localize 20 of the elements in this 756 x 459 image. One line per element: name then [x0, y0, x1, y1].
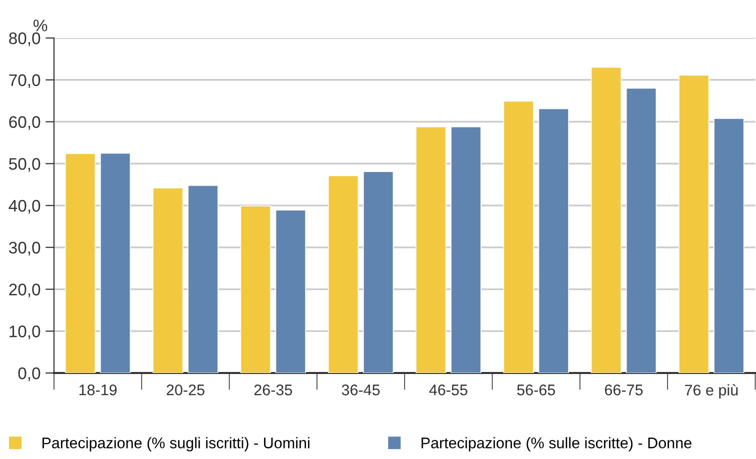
y-tick-label: 10,0	[10, 326, 40, 340]
y-axis-title: %	[34, 20, 48, 32]
legend-label: Partecipazione (% sulle iscritte) - Donne	[422, 437, 692, 452]
x-tick-label: 18-19	[79, 384, 117, 396]
x-tick-label: 46-55	[429, 384, 468, 396]
x-tick-label: 20-25	[166, 384, 204, 396]
y-tick-label: 0,0	[18, 367, 40, 382]
y-tick-label: 60,0	[9, 116, 40, 130]
x-tick-label: 26-35	[254, 384, 292, 396]
x-tick-label: 66-75	[605, 384, 643, 396]
x-tick-label: 56-65	[517, 384, 556, 396]
y-tick-label: 80,0	[9, 32, 40, 46]
y-tick-label: 50,0	[9, 158, 40, 172]
x-tick-label: 76 e più	[685, 384, 738, 399]
x-tick-label: 36-45	[342, 384, 380, 396]
y-tick-label: 30,0	[9, 242, 40, 256]
y-tick-label: 70,0	[9, 74, 40, 88]
y-tick-label: 40,0	[8, 200, 40, 214]
y-tick-label: 20,0	[9, 284, 40, 298]
legend-label: Partecipazione (% sugli iscritti) - Uomini	[42, 437, 310, 452]
